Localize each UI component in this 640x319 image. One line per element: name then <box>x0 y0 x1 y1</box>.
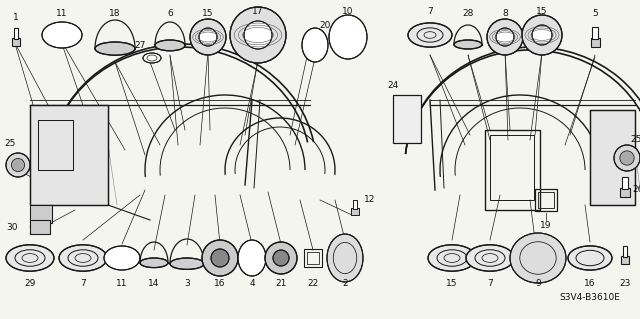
Ellipse shape <box>230 7 286 63</box>
Ellipse shape <box>428 245 476 271</box>
Ellipse shape <box>59 245 107 271</box>
Text: 11: 11 <box>116 279 128 288</box>
Ellipse shape <box>155 40 185 51</box>
Text: 7: 7 <box>427 8 433 17</box>
Ellipse shape <box>190 19 226 55</box>
Bar <box>13 28 19 39</box>
Ellipse shape <box>620 151 634 165</box>
Bar <box>538 192 554 208</box>
Bar <box>591 38 600 47</box>
Ellipse shape <box>42 22 82 48</box>
Ellipse shape <box>140 258 168 268</box>
Bar <box>30 105 108 205</box>
Text: 19: 19 <box>540 220 552 229</box>
Text: 16: 16 <box>214 279 226 288</box>
Text: 15: 15 <box>536 8 548 17</box>
Bar <box>620 188 630 197</box>
Bar <box>485 130 540 210</box>
Text: 6: 6 <box>167 10 173 19</box>
Ellipse shape <box>487 19 523 55</box>
Ellipse shape <box>454 40 482 49</box>
Text: 7: 7 <box>487 279 493 288</box>
Ellipse shape <box>510 233 566 283</box>
Bar <box>30 220 50 234</box>
Ellipse shape <box>202 240 238 276</box>
Text: 16: 16 <box>584 279 596 288</box>
Text: 21: 21 <box>275 279 287 288</box>
Text: 3: 3 <box>184 279 190 288</box>
Text: 7: 7 <box>80 279 86 288</box>
Ellipse shape <box>104 246 140 270</box>
Ellipse shape <box>532 25 552 45</box>
Text: 22: 22 <box>307 279 319 288</box>
Bar <box>30 205 52 223</box>
Ellipse shape <box>408 23 452 47</box>
Ellipse shape <box>211 249 229 267</box>
Text: 2: 2 <box>342 279 348 288</box>
Ellipse shape <box>522 15 562 55</box>
Bar <box>592 27 598 39</box>
Text: 4: 4 <box>249 279 255 288</box>
Ellipse shape <box>6 153 30 177</box>
Text: 29: 29 <box>24 279 36 288</box>
Ellipse shape <box>12 159 24 172</box>
Text: S3V4-B3610E: S3V4-B3610E <box>559 293 620 302</box>
Bar <box>38 120 73 170</box>
Ellipse shape <box>327 234 363 282</box>
Bar <box>535 189 557 211</box>
Ellipse shape <box>496 28 514 46</box>
Bar <box>393 95 421 143</box>
Ellipse shape <box>265 242 297 274</box>
Ellipse shape <box>273 250 289 266</box>
Bar <box>590 110 635 205</box>
Ellipse shape <box>143 53 161 63</box>
Ellipse shape <box>238 240 266 276</box>
Ellipse shape <box>6 245 54 271</box>
Bar <box>307 252 319 264</box>
Ellipse shape <box>95 42 135 55</box>
Text: 30: 30 <box>6 224 18 233</box>
Text: 11: 11 <box>56 10 68 19</box>
Text: 5: 5 <box>592 10 598 19</box>
Text: 1: 1 <box>13 13 19 23</box>
Bar <box>351 208 359 215</box>
Bar <box>590 110 635 205</box>
Text: 28: 28 <box>462 10 474 19</box>
Bar <box>30 105 108 205</box>
Text: 15: 15 <box>446 279 458 288</box>
Text: 10: 10 <box>342 8 354 17</box>
Bar <box>622 177 628 189</box>
Ellipse shape <box>302 28 328 62</box>
Text: 12: 12 <box>364 196 376 204</box>
Bar <box>304 249 322 267</box>
Text: 18: 18 <box>109 10 121 19</box>
Text: 23: 23 <box>620 279 630 288</box>
Ellipse shape <box>199 28 217 46</box>
Bar <box>621 256 629 264</box>
Bar <box>490 135 534 200</box>
Text: 25: 25 <box>4 138 16 147</box>
Text: 27: 27 <box>134 41 146 49</box>
Text: 14: 14 <box>148 279 160 288</box>
Ellipse shape <box>329 15 367 59</box>
Text: 20: 20 <box>319 20 331 29</box>
Bar <box>12 38 20 46</box>
Ellipse shape <box>568 246 612 270</box>
Text: 8: 8 <box>502 10 508 19</box>
Text: 24: 24 <box>387 81 399 91</box>
Text: 17: 17 <box>252 8 264 17</box>
Bar <box>38 120 73 170</box>
Text: 15: 15 <box>202 10 214 19</box>
Text: 9: 9 <box>535 279 541 288</box>
Ellipse shape <box>466 245 514 271</box>
Bar <box>353 200 357 209</box>
Bar <box>623 246 627 257</box>
Text: 25: 25 <box>630 136 640 145</box>
Ellipse shape <box>244 21 272 49</box>
Text: 26: 26 <box>632 186 640 195</box>
Ellipse shape <box>614 145 640 171</box>
Ellipse shape <box>170 258 204 270</box>
